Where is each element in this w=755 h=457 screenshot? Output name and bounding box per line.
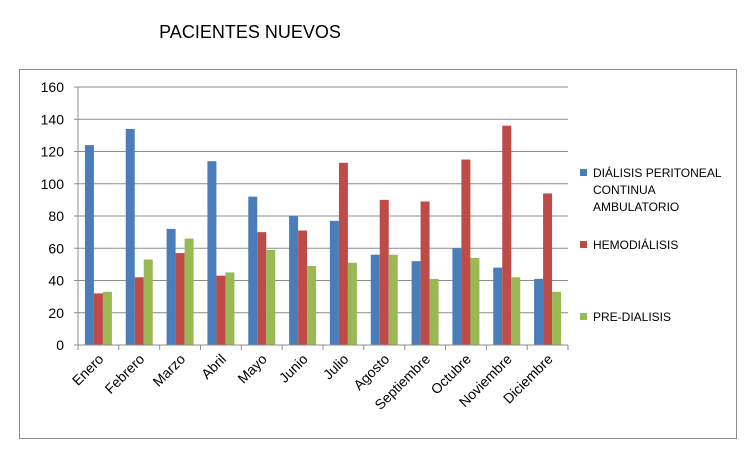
legend-swatch-dpca (580, 169, 587, 176)
x-category-label: Marzo (149, 351, 188, 390)
bar-marzo-series-3 (184, 238, 194, 345)
legend-label-hemodialisis: HEMODIÁLISIS (593, 238, 679, 252)
bar-mayo-series-2 (257, 232, 267, 345)
bar-enero-series-3 (102, 291, 112, 345)
legend-swatch-prediálisis (580, 313, 587, 320)
y-tick-label: 80 (48, 208, 64, 224)
bar-noviembre-series-2 (502, 125, 512, 345)
x-category-label: Abril (198, 351, 229, 382)
x-category-label: Febrero (101, 351, 147, 397)
bar-enero-series-2 (93, 293, 103, 345)
legend-item-prediálisis: PRE-DIALISIS (580, 309, 723, 326)
bar-noviembre-series-1 (493, 267, 503, 345)
bar-septiembre-series-3 (429, 278, 439, 345)
bar-agosto-series-1 (370, 254, 380, 345)
bar-octubre-series-2 (461, 159, 471, 345)
y-tick-label: 60 (48, 240, 64, 256)
x-category-label: Mayo (234, 351, 270, 387)
legend-item-hemodialisis: HEMODIÁLISIS (580, 237, 723, 254)
bar-febrero-series-2 (134, 277, 144, 345)
y-tick-label: 20 (48, 305, 64, 321)
bar-junio-series-2 (298, 230, 308, 345)
bar-abril-series-1 (207, 161, 217, 345)
bar-diciembre-series-1 (534, 278, 544, 345)
bar-octubre-series-3 (470, 257, 480, 345)
bar-marzo-series-2 (175, 253, 185, 345)
y-tick-label: 160 (41, 79, 65, 95)
bar-agosto-series-3 (388, 254, 398, 345)
chart-frame (19, 69, 737, 439)
legend-label-prediálisis: PRE-DIALISIS (593, 310, 672, 324)
legend-label-dpca: DIÁLISIS PERITONEAL CONTINUA AMBULATORIO (593, 166, 722, 214)
y-tick-label: 100 (41, 176, 65, 192)
legend-item-dpca: DIÁLISIS PERITONEAL CONTINUA AMBULATORIO (580, 165, 723, 216)
bar-febrero-series-3 (143, 259, 153, 345)
y-tick-label: 0 (56, 337, 64, 353)
bar-julio-series-1 (329, 220, 339, 345)
bar-mayo-series-3 (266, 249, 276, 345)
bar-septiembre-series-1 (411, 261, 421, 345)
chart-title: PACIENTES NUEVOS (159, 22, 341, 42)
x-category-label: Junio (276, 351, 311, 386)
bar-abril-series-3 (225, 272, 235, 345)
bar-julio-series-3 (347, 262, 357, 345)
bar-octubre-series-1 (452, 248, 462, 345)
bar-diciembre-series-3 (552, 291, 562, 345)
bar-abril-series-2 (216, 275, 226, 345)
bar-noviembre-series-3 (511, 277, 521, 345)
x-category-label: Enero (69, 351, 107, 389)
bar-enero-series-1 (84, 145, 94, 345)
y-tick-label: 120 (41, 144, 65, 160)
bar-febrero-series-1 (125, 128, 135, 345)
y-tick-label: 40 (48, 273, 64, 289)
bar-junio-series-1 (289, 216, 299, 345)
bar-diciembre-series-2 (543, 193, 553, 345)
bar-julio-series-2 (338, 162, 348, 345)
y-tick-label: 140 (41, 111, 65, 127)
legend-swatch-hemodialisis (580, 241, 587, 248)
bar-junio-series-3 (307, 265, 317, 345)
bar-agosto-series-2 (379, 199, 389, 345)
bar-mayo-series-1 (248, 196, 258, 345)
bar-septiembre-series-2 (420, 201, 430, 345)
x-category-label: Julio (320, 351, 352, 383)
bar-marzo-series-1 (166, 228, 176, 345)
